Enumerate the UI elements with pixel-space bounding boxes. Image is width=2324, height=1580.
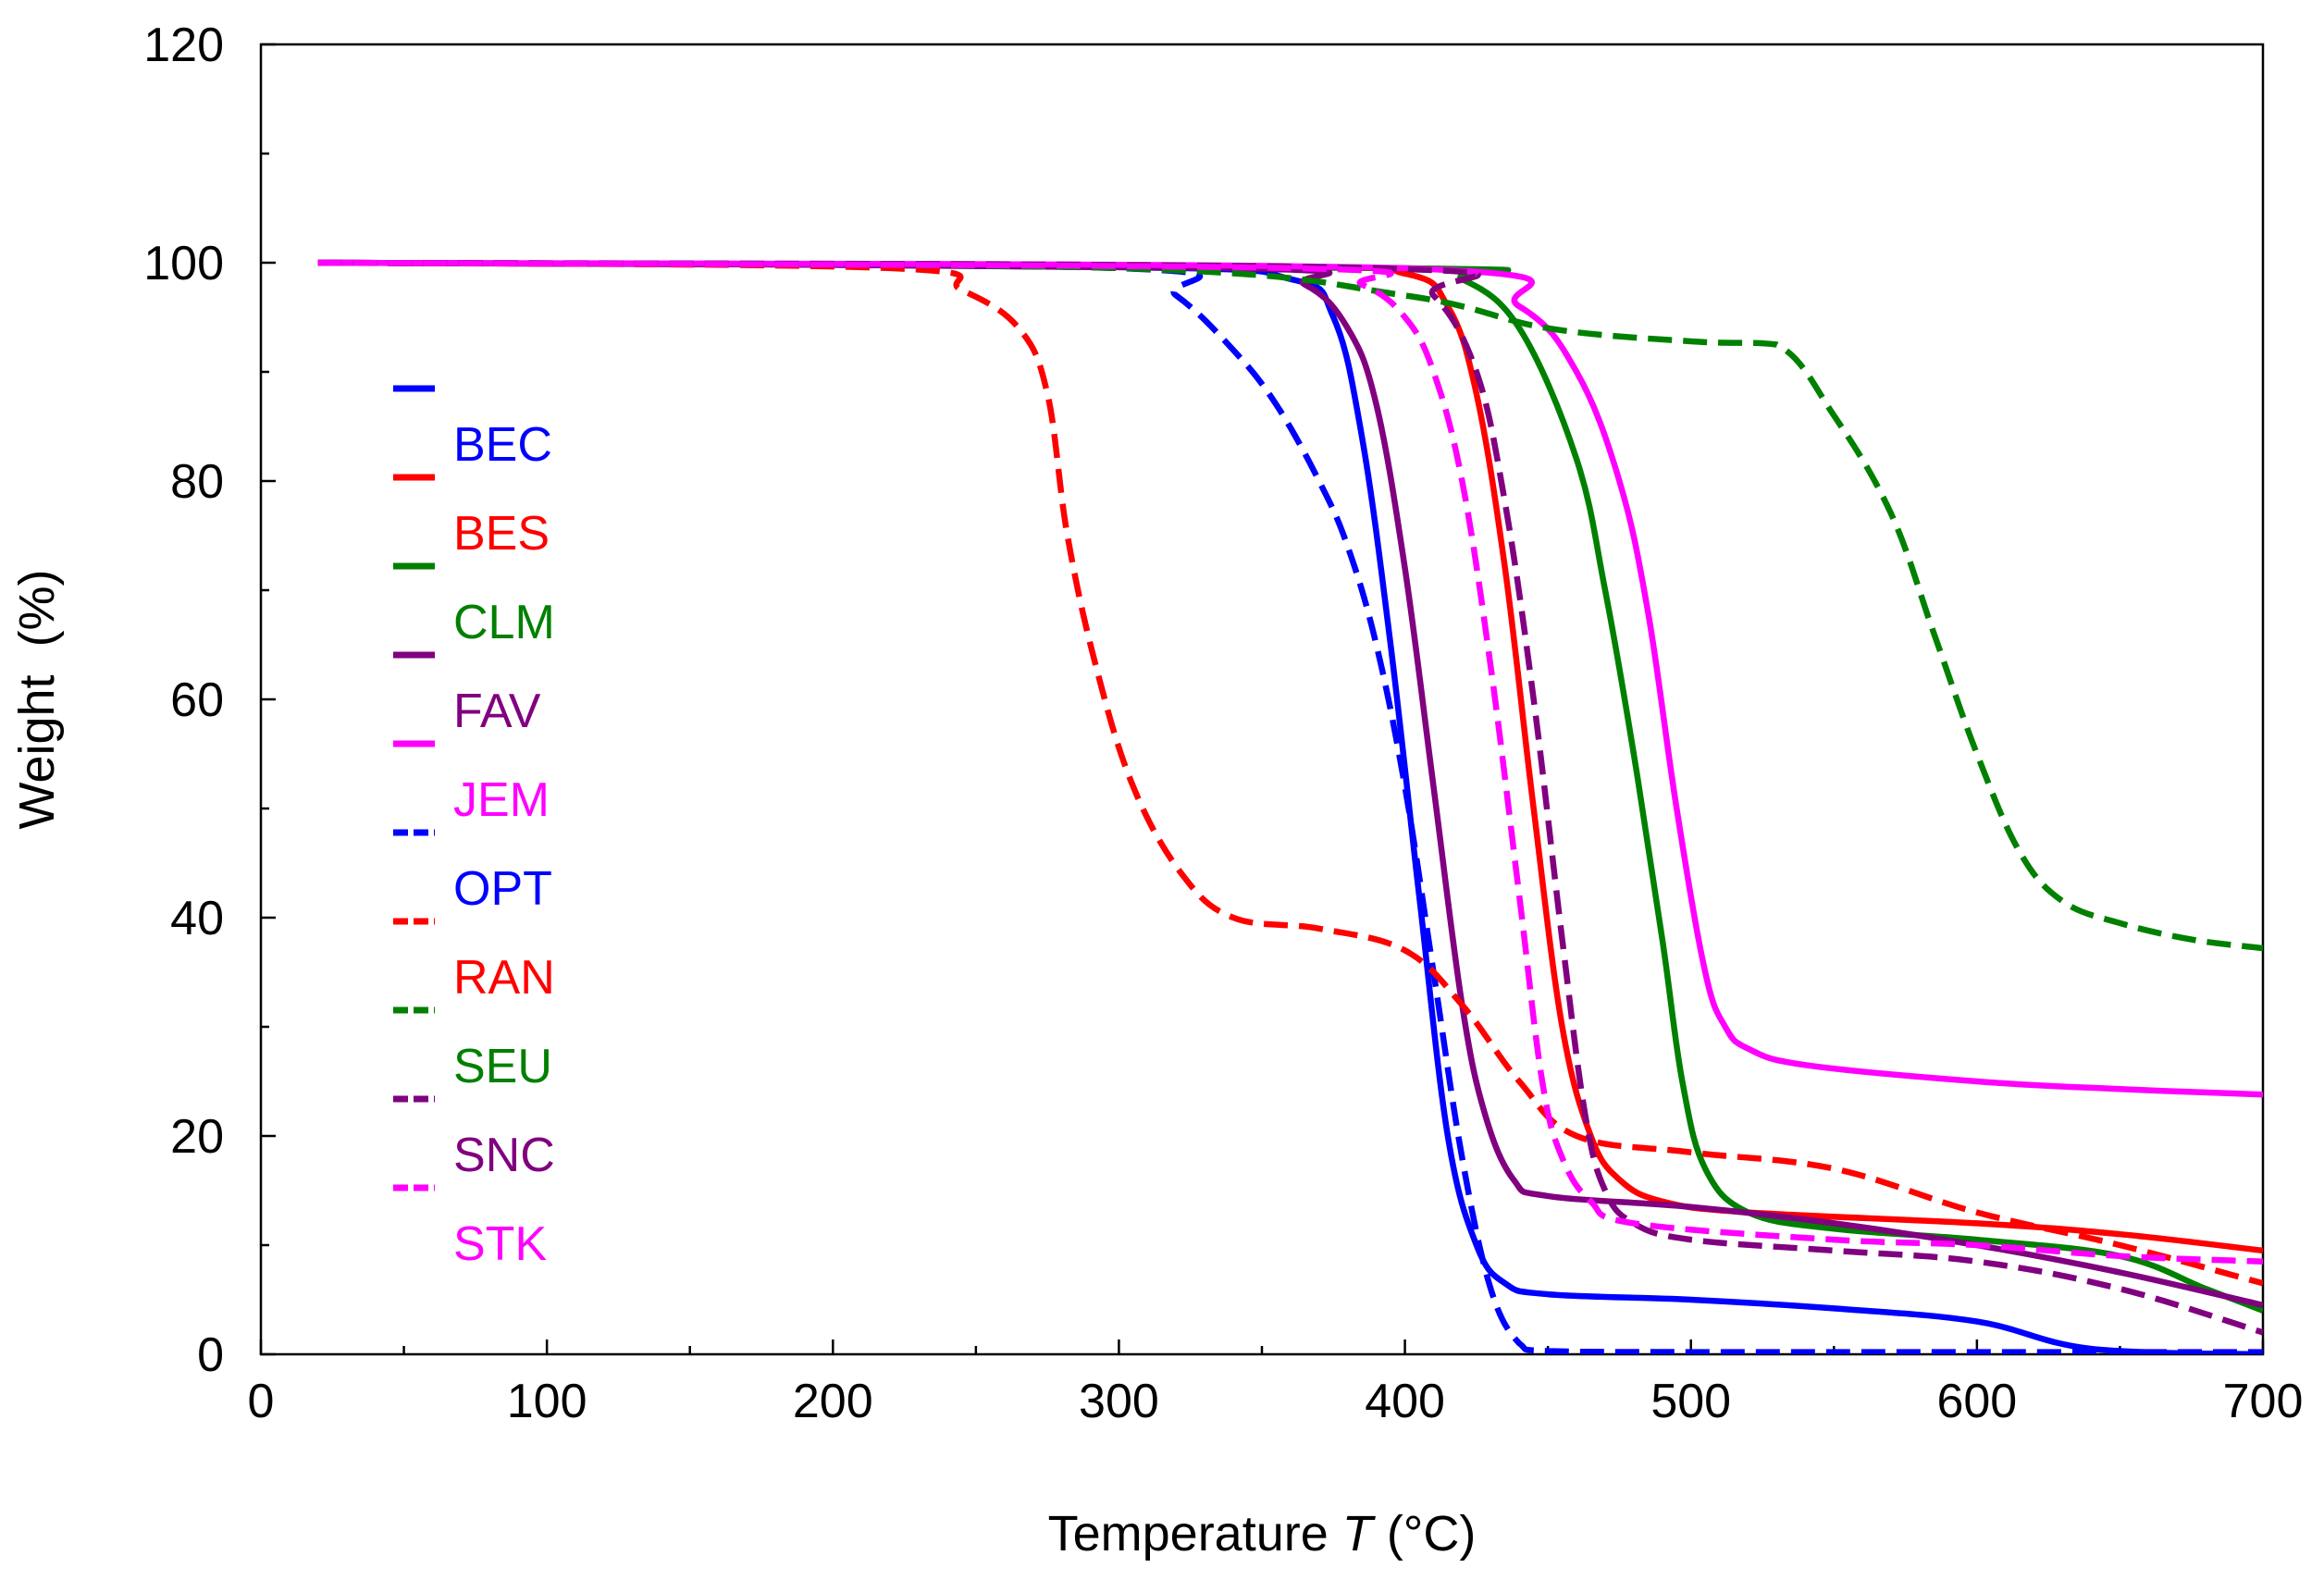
y-tick-label: 120	[143, 19, 224, 72]
y-tick-label: 60	[170, 673, 224, 727]
y-tick-label: 40	[170, 892, 224, 945]
legend-label-fav: FAV	[453, 685, 541, 738]
x-tick-label: 300	[1079, 1375, 1159, 1428]
legend-label-bes: BES	[453, 507, 550, 561]
x-axis-title-label: Temperature	[1048, 1506, 1329, 1561]
series-line-bes	[317, 259, 2263, 1254]
series-line-seu	[317, 259, 2263, 952]
x-tick-label: 400	[1365, 1375, 1445, 1428]
y-tick-label: 0	[197, 1328, 224, 1382]
y-tick-label: 80	[170, 455, 224, 509]
legend-label-stk: STK	[453, 1217, 547, 1271]
series-line-stk	[317, 259, 2263, 1265]
x-tick-label: 700	[2223, 1375, 2304, 1428]
legend-label-clm: CLM	[453, 596, 555, 649]
x-tick-label: 100	[507, 1375, 587, 1428]
x-axis-title: Temperature T (°C)	[1048, 1506, 1477, 1561]
series-line-fav	[317, 259, 2263, 1309]
legend-label-snc: SNC	[453, 1129, 555, 1182]
series-line-jem	[317, 259, 2263, 1098]
y-tick-label: 20	[170, 1110, 224, 1164]
x-tick-label: 0	[248, 1375, 275, 1428]
x-tick-label: 600	[1936, 1375, 2017, 1428]
y-axis-title: Weight (%)	[9, 569, 65, 829]
legend-label-jem: JEM	[453, 773, 550, 827]
legend-label-ran: RAN	[453, 951, 555, 1005]
x-tick-label: 500	[1650, 1375, 1731, 1428]
x-axis-title-symbol: T	[1342, 1506, 1377, 1561]
legend-label-opt: OPT	[453, 862, 552, 916]
series-line-snc	[317, 259, 2263, 1336]
x-axis-title-unit: (°C)	[1387, 1506, 1477, 1561]
y-tick-label: 100	[143, 237, 224, 290]
axis-ticks	[259, 43, 2265, 1356]
axis-tick-labels: 0 100 200 300 400 500 600 700 0 20 40 60 80 100 120	[143, 19, 2303, 1428]
plot-frame	[259, 43, 2265, 1356]
series-line-clm	[317, 259, 2263, 1314]
series-line-opt	[317, 259, 2263, 1354]
legend: BEC BES CLM FAV JEM OPT RAN SEU SNC STK	[393, 385, 555, 1271]
x-tick-label: 200	[793, 1375, 873, 1428]
legend-label-bec: BEC	[453, 418, 552, 472]
legend-label-seu: SEU	[453, 1040, 552, 1093]
series-lines	[317, 259, 2263, 1354]
series-line-ran	[317, 259, 2263, 1287]
